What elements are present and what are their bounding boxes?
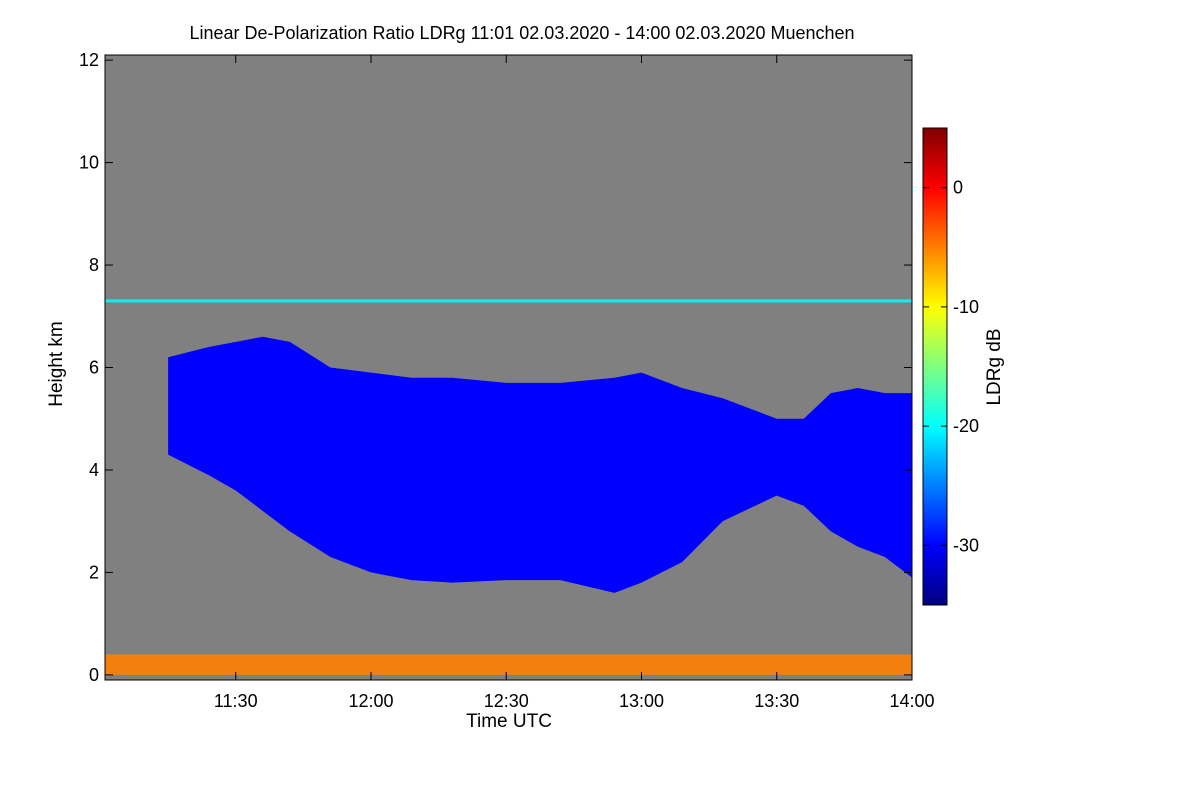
x-tick-label: 13:30 bbox=[754, 691, 799, 711]
x-tick-label: 13:00 bbox=[619, 691, 664, 711]
x-tick-label: 11:30 bbox=[214, 691, 258, 711]
colorbar-tick-label: -10 bbox=[953, 297, 979, 317]
y-tick-label: 12 bbox=[79, 50, 99, 70]
colorbar-label: LDRg dB bbox=[984, 328, 1005, 405]
y-tick-label: 6 bbox=[89, 358, 99, 378]
y-tick-label: 8 bbox=[89, 255, 99, 275]
y-axis: 0 2 4 6 8 10 12 bbox=[79, 50, 912, 685]
cloud-layer bbox=[168, 336, 912, 593]
data-layers bbox=[105, 299, 912, 675]
x-tick-label: 12:00 bbox=[348, 691, 393, 711]
x-axis-label: Time UTC bbox=[466, 711, 552, 732]
x-tick-label: 12:30 bbox=[484, 691, 529, 711]
x-axis: 11:30 12:00 12:30 13:00 13:30 14:00 bbox=[214, 55, 935, 711]
surface-layer-band bbox=[105, 654, 912, 675]
x-tick-label: 14:00 bbox=[889, 691, 934, 711]
colorbar-ticks: 0 -10 -20 -30 bbox=[923, 178, 979, 555]
y-tick-label: 10 bbox=[79, 153, 99, 173]
chart-title: Linear De-Polarization Ratio LDRg 11:01 … bbox=[189, 23, 854, 43]
y-tick-label: 4 bbox=[89, 460, 99, 480]
upper-layer-band bbox=[105, 299, 912, 303]
y-axis-label: Height km bbox=[46, 321, 67, 407]
colorbar bbox=[922, 127, 948, 606]
colorbar-tick-label: 0 bbox=[953, 178, 963, 198]
colorbar-tick-label: -20 bbox=[953, 416, 979, 436]
y-tick-label: 2 bbox=[89, 562, 99, 582]
colorbar-tick-label: -30 bbox=[953, 535, 979, 555]
y-tick-label: 0 bbox=[89, 665, 99, 685]
